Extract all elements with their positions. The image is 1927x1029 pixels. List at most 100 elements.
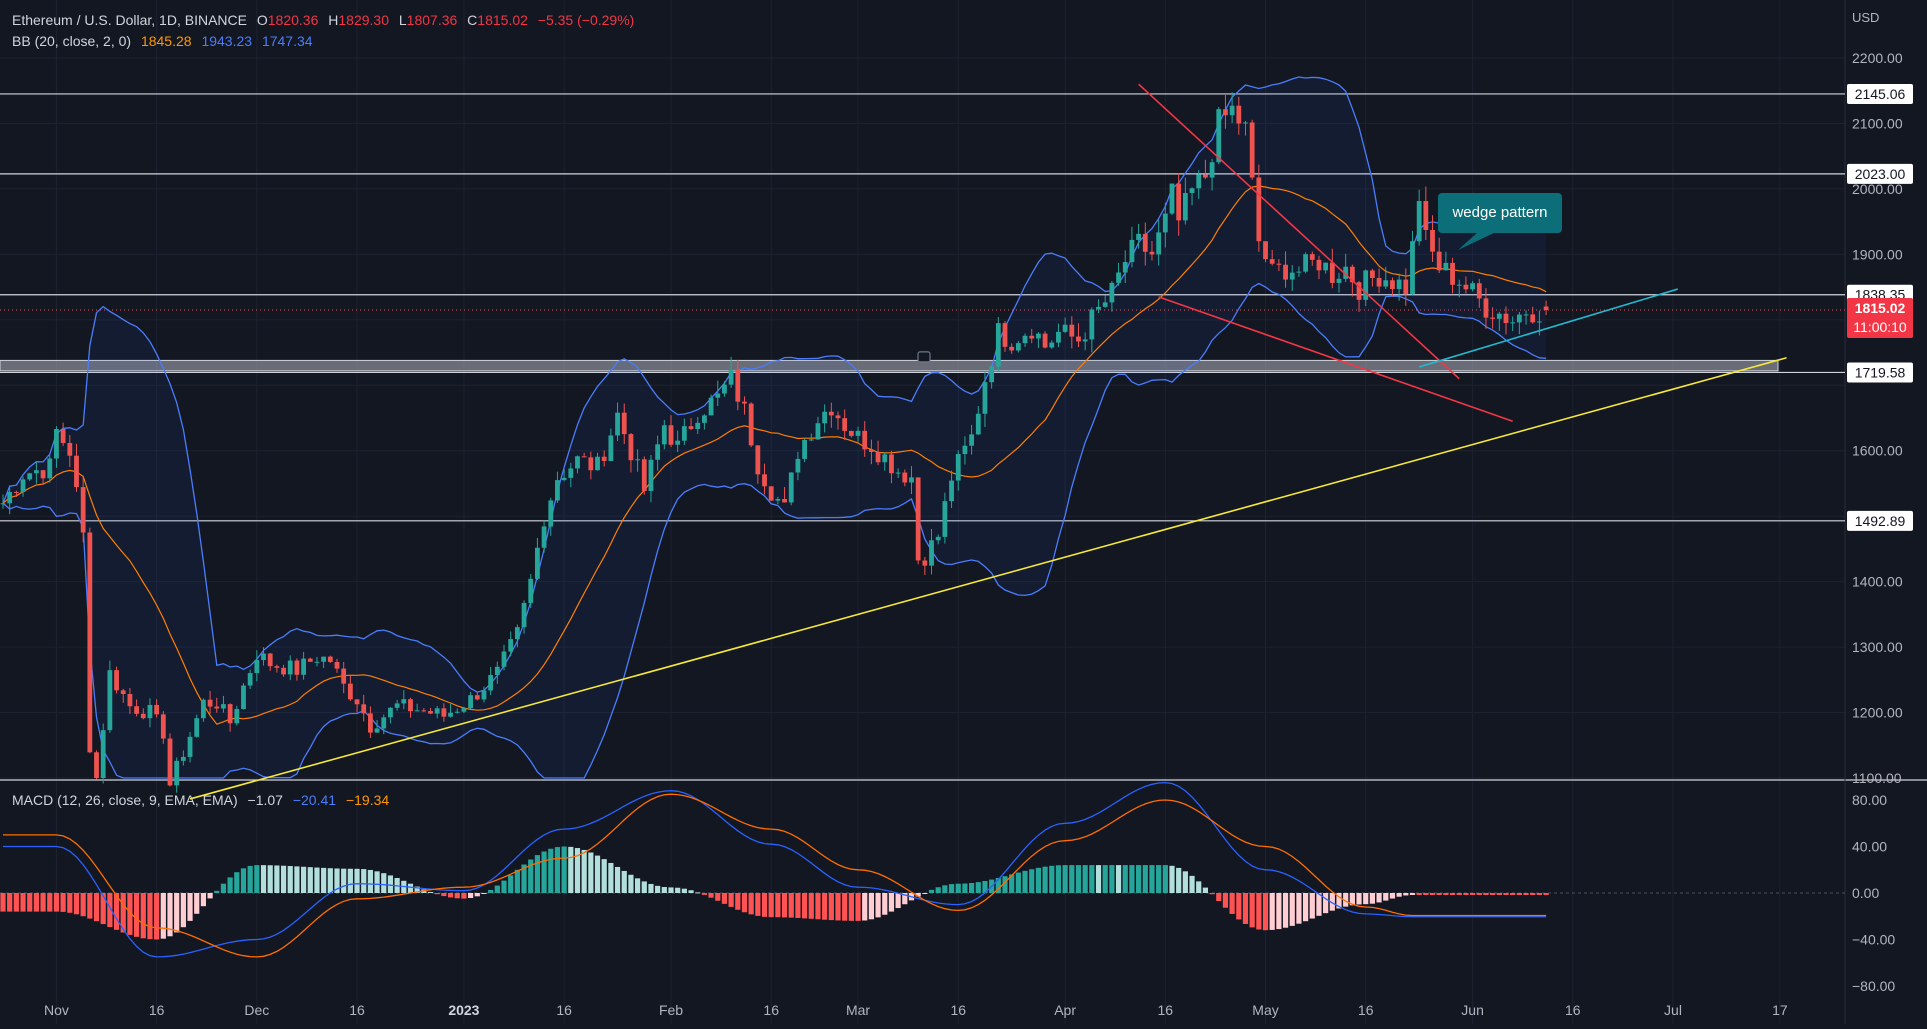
level-label-box — [1847, 163, 1913, 184]
candle-body — [1463, 284, 1469, 290]
candle-body — [782, 499, 787, 503]
macd-hist-bar — [755, 893, 761, 916]
macd-hist-bar — [167, 893, 173, 937]
candle-body — [1356, 282, 1362, 300]
candle — [775, 496, 781, 505]
macd-hist-bar — [1443, 893, 1449, 895]
candle — [935, 534, 941, 545]
candle — [575, 455, 580, 474]
macd-hist-bar — [1069, 865, 1075, 893]
candle — [1129, 226, 1135, 268]
candle — [608, 428, 614, 462]
candle — [347, 675, 353, 701]
macd-hist-bar — [1002, 876, 1008, 893]
macd-hist-bar — [47, 893, 53, 912]
macd-hist-bar — [280, 865, 287, 893]
macd-hist-bar — [748, 893, 754, 915]
candle-body — [1102, 302, 1108, 307]
macd-hist-bar — [1162, 865, 1168, 893]
candle-body — [1256, 177, 1262, 242]
candle-body — [1116, 272, 1121, 283]
macd-hist-bar — [1543, 893, 1549, 895]
macd-hist-bar — [1169, 865, 1175, 893]
macd-hist-bar — [1229, 893, 1235, 914]
macd-hist-bar — [80, 893, 86, 917]
candle — [889, 450, 894, 484]
candle — [1383, 266, 1389, 289]
candle — [167, 733, 173, 787]
macd-hist-bar — [574, 848, 581, 893]
candle-body — [1036, 333, 1041, 339]
macd-hist-bar — [1236, 893, 1242, 920]
candle — [681, 418, 687, 446]
candle-body — [655, 444, 661, 460]
macd-hist-bar — [1075, 865, 1082, 893]
level-price-label: 2023.00 — [1847, 163, 1913, 184]
candle — [762, 463, 767, 495]
macd-hist-bar — [541, 851, 547, 893]
candle-body — [555, 480, 560, 501]
macd-hist-bar — [287, 866, 293, 893]
candle-body — [528, 578, 534, 603]
bb-upper-value: 1943.23 — [201, 33, 253, 49]
candle — [1510, 316, 1516, 332]
macd-hist-bar — [468, 893, 474, 899]
macd-tick-label: −40.00 — [1852, 932, 1895, 948]
macd-hist-bar — [781, 893, 788, 918]
candle — [795, 451, 801, 481]
macd-hist-bar — [367, 869, 373, 893]
price-tick-label: 1900.00 — [1852, 246, 1903, 262]
candle — [408, 697, 413, 718]
candle — [1476, 278, 1482, 308]
macd-hist-bar — [1510, 893, 1516, 895]
candle — [1169, 183, 1175, 216]
macd-hist-bar — [581, 849, 587, 893]
macd-hist-bar — [441, 893, 447, 897]
candle — [835, 411, 841, 430]
candle-body — [434, 708, 440, 714]
candle-body — [895, 472, 901, 474]
candle-body — [100, 730, 106, 779]
candle-body — [120, 690, 126, 695]
candle-body — [468, 695, 473, 709]
candle-body — [374, 728, 380, 733]
open-value: 1820.36 — [267, 12, 319, 28]
time-tick-label: 16 — [149, 1002, 165, 1018]
candle-body — [1516, 314, 1522, 323]
wedge-lower-line — [1158, 296, 1513, 423]
candle — [1076, 323, 1081, 348]
candle — [301, 651, 306, 680]
macd-hist-bar — [454, 893, 460, 899]
candle-body — [327, 656, 333, 662]
candle — [1196, 170, 1202, 199]
candle — [1176, 173, 1182, 236]
wedge-upper-line — [1138, 83, 1460, 380]
macd-hist-bar — [1009, 874, 1015, 893]
macd-hist-bar — [1115, 865, 1122, 893]
candle-body — [1289, 272, 1295, 280]
candle — [1049, 340, 1055, 349]
macd-hist-bar — [1309, 893, 1315, 919]
candle — [708, 394, 714, 416]
candle — [895, 468, 901, 479]
macd-hist-bar — [53, 893, 60, 912]
candle — [74, 443, 79, 492]
macd-hist-bar — [447, 893, 454, 898]
candle — [341, 661, 347, 694]
candle-body — [341, 668, 347, 684]
macd-hist-bar — [735, 893, 741, 910]
candle — [521, 600, 527, 634]
candle — [1029, 328, 1035, 344]
candle-body — [668, 425, 674, 445]
candle-body — [1390, 280, 1395, 290]
candle-body — [848, 430, 854, 436]
candle — [27, 472, 33, 481]
candle-body — [1336, 278, 1342, 283]
price-tick-label: 1200.00 — [1852, 705, 1903, 721]
candle-body — [334, 661, 340, 669]
candle — [621, 403, 627, 445]
candle — [508, 631, 514, 657]
candle — [641, 456, 647, 495]
